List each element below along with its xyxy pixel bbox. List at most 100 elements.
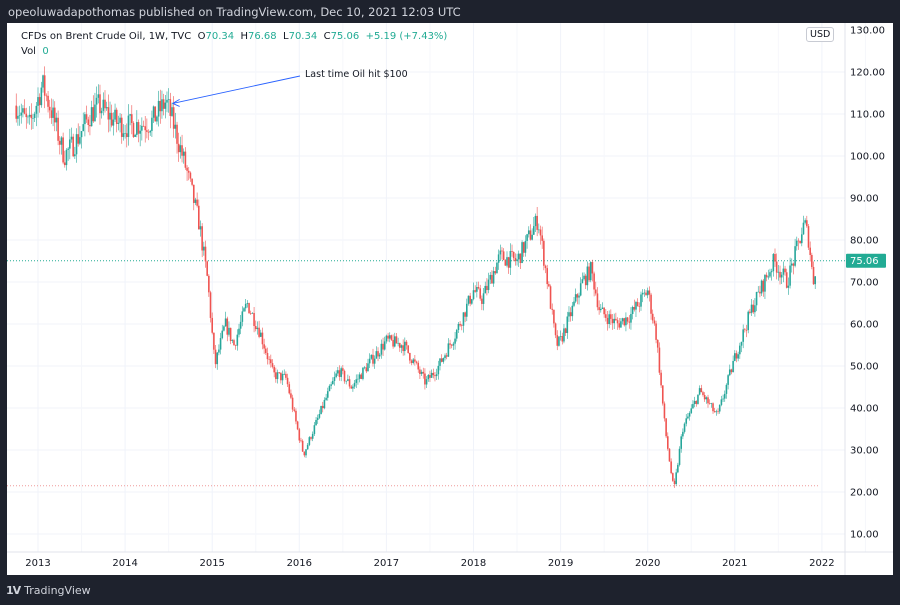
candle-body xyxy=(112,119,115,126)
candle-body xyxy=(392,339,394,347)
candle-body xyxy=(792,263,795,266)
candle-body xyxy=(760,280,763,294)
candle-body xyxy=(687,416,689,419)
candle-body xyxy=(69,139,71,149)
price-tick-label: 40.00 xyxy=(850,404,879,415)
candle-body xyxy=(688,412,691,417)
candle-body xyxy=(479,288,481,299)
candle-body xyxy=(28,114,31,117)
price-tick-label: 110.00 xyxy=(850,110,885,121)
candle-body xyxy=(739,345,741,355)
candle-body xyxy=(521,242,523,264)
candle-body xyxy=(115,109,118,124)
candle-body xyxy=(368,358,371,364)
candle-body xyxy=(430,372,433,378)
candle-body xyxy=(335,373,337,377)
candle-body xyxy=(641,292,644,295)
candle-body xyxy=(120,117,123,137)
candle-body xyxy=(660,372,662,386)
candle-body xyxy=(519,253,522,264)
candle-body xyxy=(127,115,130,138)
candle-body xyxy=(303,451,306,456)
candle-body xyxy=(531,234,533,240)
candle-body xyxy=(377,351,379,357)
candle-body xyxy=(104,99,106,109)
symbol-title[interactable]: CFDs on Brent Crude Oil, 1W, TVC xyxy=(21,31,192,42)
candle-body xyxy=(236,334,239,346)
candle-body xyxy=(630,313,632,323)
candle-body xyxy=(179,145,182,153)
candle-body xyxy=(100,110,103,114)
candle-body xyxy=(89,124,91,127)
candle-body xyxy=(268,359,270,360)
candle-body xyxy=(201,226,203,251)
candle-body xyxy=(692,404,694,409)
candle-body xyxy=(568,312,570,317)
candle-body xyxy=(656,339,659,348)
candle-body xyxy=(683,423,686,432)
candle-body xyxy=(563,328,565,342)
candle-body xyxy=(442,358,445,362)
candle-body xyxy=(84,114,86,125)
candle-body xyxy=(484,285,487,294)
candle-body xyxy=(177,143,180,153)
candle-body xyxy=(30,114,33,119)
price-tick-label: 90.00 xyxy=(850,194,879,205)
candle-body xyxy=(157,100,160,117)
time-tick-label: 2019 xyxy=(548,558,573,569)
candle-body xyxy=(85,114,88,120)
candle-body xyxy=(385,335,388,342)
time-tick-label: 2021 xyxy=(722,558,747,569)
candle-body xyxy=(95,97,98,105)
candle-body xyxy=(812,266,815,285)
candle-body xyxy=(795,240,798,247)
candle-body xyxy=(464,312,466,317)
candle-body xyxy=(615,318,617,321)
candle-body xyxy=(712,403,714,412)
candle-body xyxy=(445,355,448,357)
candle-body xyxy=(534,215,537,227)
candle-body xyxy=(162,99,165,109)
candle-body xyxy=(623,318,626,326)
candle-body xyxy=(181,145,183,156)
candle-body xyxy=(541,235,543,241)
tradingview-brand[interactable]: 𝟭𝗩 TradingView xyxy=(6,584,91,597)
candle-body xyxy=(280,372,282,381)
candle-body xyxy=(775,261,778,273)
candle-body xyxy=(496,262,498,274)
candle-body xyxy=(134,134,136,137)
candle-body xyxy=(67,148,69,150)
candle-body xyxy=(397,343,399,344)
time-tick-label: 2022 xyxy=(809,558,834,569)
candle-body xyxy=(588,266,590,281)
time-tick-label: 2015 xyxy=(199,558,224,569)
candle-body xyxy=(661,385,664,404)
candle-body xyxy=(300,440,302,442)
candle-body xyxy=(388,335,391,339)
currency-button[interactable]: USD xyxy=(806,27,835,42)
candle-body xyxy=(231,340,234,341)
low-value: 70.34 xyxy=(288,31,318,42)
candle-body xyxy=(204,246,207,262)
candle-body xyxy=(546,268,548,285)
candle-body xyxy=(102,99,105,111)
candle-body xyxy=(591,262,594,274)
candle-body xyxy=(476,287,478,292)
candle-body xyxy=(417,362,420,370)
candle-body xyxy=(350,386,353,389)
candle-body xyxy=(229,327,232,341)
candle-body xyxy=(189,172,192,179)
candle-body xyxy=(801,234,803,244)
close-label: C xyxy=(323,31,331,42)
candle-body xyxy=(419,369,421,374)
candle-body xyxy=(151,117,153,131)
candle-body xyxy=(194,199,197,203)
candle-body xyxy=(631,306,634,314)
candle-body xyxy=(37,97,39,106)
candle-body xyxy=(176,124,178,144)
candle-body xyxy=(365,367,368,372)
candle-body xyxy=(462,312,465,326)
candle-body xyxy=(420,371,423,374)
candle-body xyxy=(152,106,155,118)
